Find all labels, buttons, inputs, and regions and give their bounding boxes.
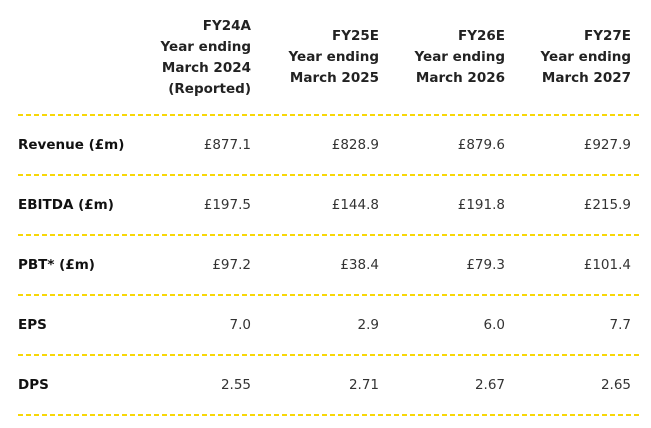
cell-value: £191.8 <box>457 197 505 213</box>
column-header-line: March 2026 <box>415 70 505 86</box>
column-header-line: FY27E <box>583 28 631 44</box>
row-divider <box>18 234 640 236</box>
cell-value: 2.65 <box>600 377 631 393</box>
column-header-line: Year ending <box>540 49 632 65</box>
column-header-line: FY26E <box>457 28 505 44</box>
cell-value: £101.4 <box>583 257 631 273</box>
cell-value: 7.0 <box>229 317 251 333</box>
column-header-line: March 2024 <box>161 59 251 76</box>
column-header-line: Year ending <box>288 49 380 65</box>
row-divider <box>18 414 640 416</box>
column-header: FY27E Year ending March 2027 <box>541 0 632 115</box>
column-header-line: March 2025 <box>289 70 379 86</box>
row-label: DPS <box>18 377 49 393</box>
row-divider <box>18 174 640 176</box>
row-divider <box>18 354 640 356</box>
cell-value: £877.1 <box>203 137 251 153</box>
cell-value: £97.2 <box>212 257 251 273</box>
cell-value: 6.0 <box>483 317 505 333</box>
cell-value: £879.6 <box>457 137 505 153</box>
row-divider <box>18 294 640 296</box>
cell-value: £828.9 <box>331 137 379 153</box>
row-label: EBITDA (£m) <box>18 197 114 213</box>
cell-value: £927.9 <box>583 137 631 153</box>
cell-value: 2.9 <box>357 317 379 333</box>
table-row: DPS 2.55 2.71 2.67 2.65 <box>0 355 651 415</box>
cell-value: £215.9 <box>583 197 631 213</box>
table-row: PBT* (£m) £97.2 £38.4 £79.3 £101.4 <box>0 235 651 295</box>
column-header-line: Year ending <box>414 49 506 65</box>
column-header-line: (Reported) <box>168 80 251 97</box>
row-divider <box>18 114 640 116</box>
column-header-line: March 2027 <box>541 70 631 86</box>
cell-value: £38.4 <box>340 257 379 273</box>
column-header-line: FY24A <box>202 17 251 34</box>
table-row: EBITDA (£m) £197.5 £144.8 £191.8 £215.9 <box>0 175 651 235</box>
column-header: FY24A Year ending March 2024 (Reported) <box>161 0 252 115</box>
cell-value: 7.7 <box>609 317 631 333</box>
cell-value: 2.71 <box>348 377 379 393</box>
cell-value: £79.3 <box>466 257 505 273</box>
cell-value: 2.67 <box>474 377 505 393</box>
cell-value: £197.5 <box>203 197 251 213</box>
row-label: Revenue (£m) <box>18 137 125 153</box>
cell-value: £144.8 <box>331 197 379 213</box>
column-header: FY25E Year ending March 2025 <box>289 0 380 115</box>
row-label: PBT* (£m) <box>18 257 95 273</box>
row-label: EPS <box>18 317 47 333</box>
table-row: Revenue (£m) £877.1 £828.9 £879.6 £927.9 <box>0 115 651 175</box>
cell-value: 2.55 <box>220 377 251 393</box>
table-row: EPS 7.0 2.9 6.0 7.7 <box>0 295 651 355</box>
column-header: FY26E Year ending March 2026 <box>415 0 506 115</box>
column-header-line: FY25E <box>331 28 379 44</box>
column-header-line: Year ending <box>160 38 252 55</box>
